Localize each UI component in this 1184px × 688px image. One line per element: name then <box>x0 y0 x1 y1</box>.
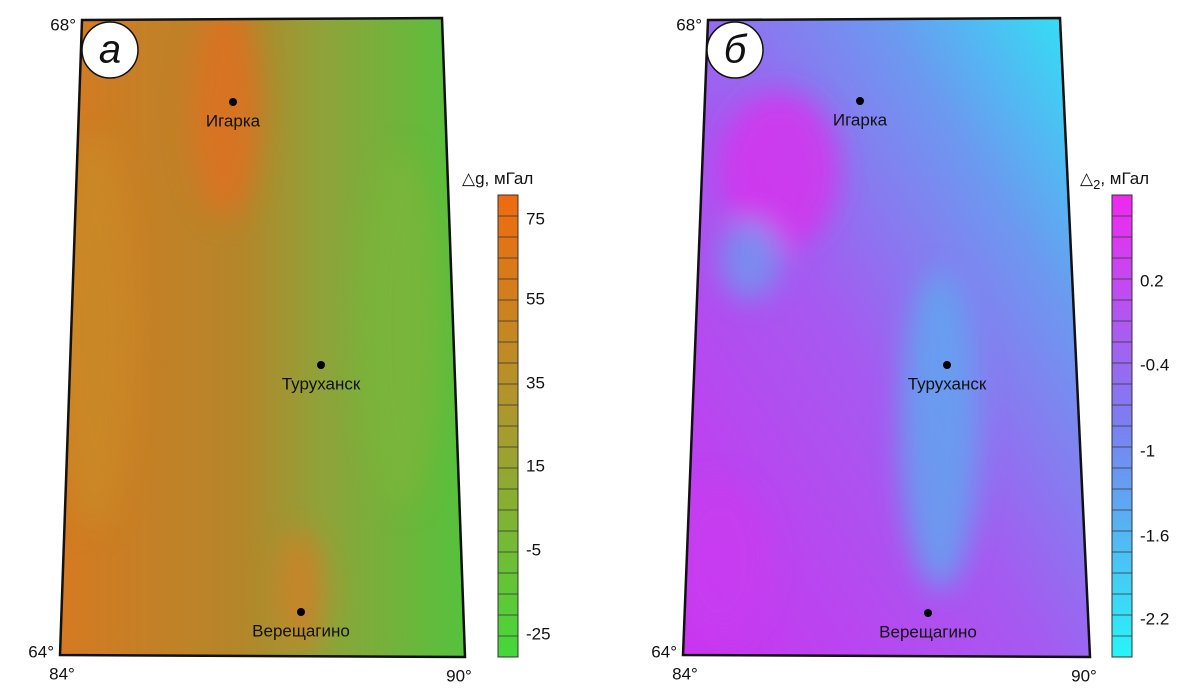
city-label: Игарка <box>206 111 261 130</box>
figure: 68° 64° 84° 90° а Игарка Туруханск Верещагино △g… <box>0 0 1184 688</box>
city-dot <box>924 609 932 617</box>
anomaly <box>190 0 260 220</box>
colorbar-tick-label: -0.4 <box>1140 355 1169 374</box>
colorbar-title: △2, мГал <box>1080 169 1149 192</box>
map-panel: 68° 64° 84° 90° а Игарка Туруханск Верещагино △g… <box>28 0 550 685</box>
colorbar-tick-label: 0.2 <box>1140 271 1164 290</box>
lat-label: 68° <box>50 15 76 34</box>
city-dot <box>317 361 325 369</box>
maps: 68° 64° 84° 90° а Игарка Туруханск Верещагино △g… <box>0 0 1184 688</box>
colorbar-tick-label: 75 <box>526 209 545 228</box>
city-dot <box>297 608 305 616</box>
colorbar-title: △g, мГал <box>462 169 533 188</box>
colorbar-tick-label: 55 <box>526 289 545 308</box>
colorbar-tick-label: -25 <box>526 624 551 643</box>
title-unit: , мГал <box>485 169 534 188</box>
city-dot <box>856 97 864 105</box>
city-label: Туруханск <box>282 374 361 393</box>
lat-label: 64° <box>651 642 677 661</box>
title-unit: , мГал <box>1100 169 1149 188</box>
anomaly <box>360 150 440 510</box>
panel-letter: а <box>99 28 121 72</box>
city-label: Верещагино <box>252 621 350 640</box>
colorbar-tick-label: -1.6 <box>1140 526 1169 545</box>
colorbar-tick-label: -5 <box>526 540 541 559</box>
lon-label: 90° <box>446 666 472 685</box>
lon-label: 84° <box>49 664 75 683</box>
lat-label: 64° <box>28 642 54 661</box>
city-label: Игарка <box>833 110 888 129</box>
lat-label: 68° <box>676 15 702 34</box>
colorbar-tick-label: -1 <box>1140 441 1155 460</box>
colorbar-tick-label: 15 <box>526 456 545 475</box>
lon-label: 84° <box>672 664 698 683</box>
city-label: Верещагино <box>879 622 977 641</box>
colorbar-tick-label: -2.2 <box>1140 609 1169 628</box>
panel-letter: б <box>724 28 748 72</box>
city-label: Туруханск <box>908 374 987 393</box>
city-dot <box>943 361 951 369</box>
anomaly <box>900 270 980 590</box>
colorbar-tick-label: 35 <box>526 373 545 392</box>
title-symbol: △ <box>1080 169 1094 188</box>
title-subscript: 2 <box>1093 177 1100 192</box>
title-symbol: △g <box>462 169 485 188</box>
city-dot <box>229 98 237 106</box>
map-panel: 68° 64° 84° 90° б Игарка Туруханск Верещагино △2… <box>651 15 1169 685</box>
anomaly <box>720 220 780 300</box>
lon-label: 90° <box>1071 666 1097 685</box>
